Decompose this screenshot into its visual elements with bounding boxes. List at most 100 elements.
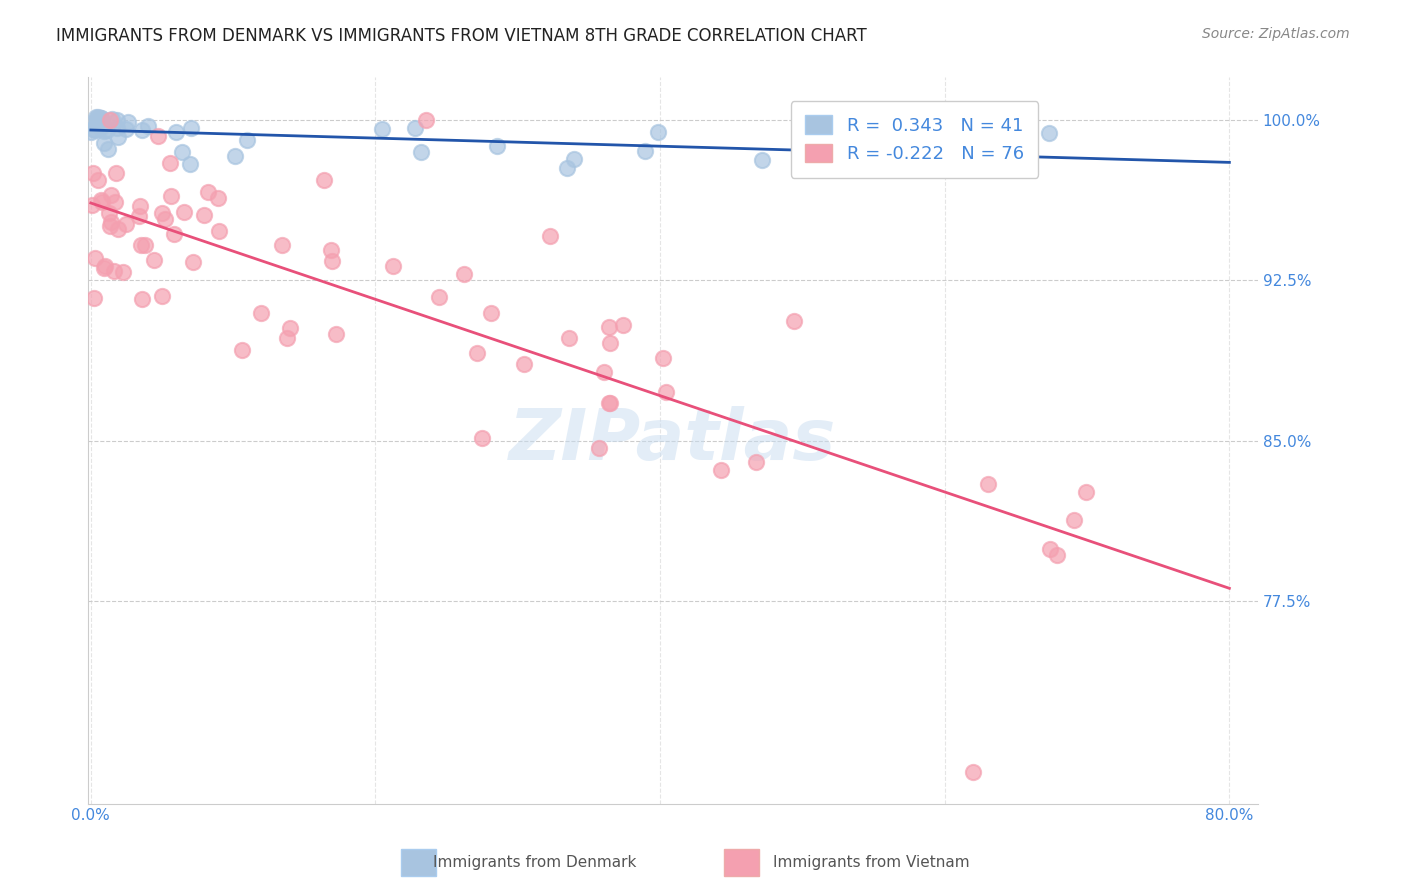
Point: [370, 122, 392, 136]
Point: [143, 252, 166, 267]
Point: [231, 343, 253, 357]
Point: [146, 128, 169, 143]
Point: [105, 120, 128, 135]
Point: [98, 219, 121, 234]
Point: [134, 238, 156, 252]
Point: [105, 166, 128, 180]
Point: [131, 123, 153, 137]
Point: [105, 113, 128, 128]
Point: [117, 115, 139, 129]
Point: [107, 130, 129, 145]
Point: [86, 173, 108, 187]
FancyBboxPatch shape: [724, 849, 759, 876]
Point: [654, 384, 676, 399]
Point: [207, 191, 229, 205]
Point: [94, 259, 117, 273]
Point: [128, 198, 150, 212]
Point: [479, 306, 502, 320]
Point: [97, 142, 120, 156]
Point: [647, 125, 669, 139]
Text: Source: ZipAtlas.com: Source: ZipAtlas.com: [1202, 27, 1350, 41]
Point: [1039, 542, 1062, 557]
Point: [136, 119, 159, 133]
Point: [90, 111, 112, 125]
Point: [98, 113, 121, 128]
Point: [224, 149, 246, 163]
Point: [962, 764, 984, 779]
Point: [93, 124, 115, 138]
Text: ZIPatlas: ZIPatlas: [509, 406, 837, 475]
Point: [103, 264, 125, 278]
Point: [633, 145, 655, 159]
Point: [783, 313, 806, 327]
Point: [453, 267, 475, 281]
Point: [208, 224, 231, 238]
Point: [599, 336, 621, 351]
Point: [612, 318, 634, 333]
Point: [115, 122, 138, 136]
Point: [562, 152, 585, 166]
Point: [427, 290, 450, 304]
Point: [181, 255, 204, 269]
Point: [96, 122, 118, 136]
Point: [128, 210, 150, 224]
Point: [82, 166, 104, 180]
Point: [404, 121, 426, 136]
Point: [100, 188, 122, 202]
Point: [1074, 485, 1097, 500]
Point: [280, 321, 302, 335]
Point: [83, 291, 105, 305]
Point: [131, 292, 153, 306]
Point: [98, 205, 121, 219]
Point: [249, 306, 271, 320]
Point: [555, 161, 578, 176]
Point: [159, 156, 181, 170]
Point: [114, 217, 136, 231]
Point: [163, 227, 186, 241]
Point: [180, 121, 202, 136]
Point: [104, 194, 127, 209]
Point: [83, 251, 105, 265]
Point: [538, 228, 561, 243]
Point: [160, 188, 183, 202]
Point: [599, 396, 621, 410]
Point: [86, 110, 108, 124]
Point: [86, 115, 108, 129]
Point: [90, 120, 112, 135]
Point: [325, 326, 347, 341]
Point: [486, 139, 509, 153]
Point: [598, 396, 620, 410]
Point: [319, 244, 342, 258]
Point: [173, 204, 195, 219]
FancyBboxPatch shape: [401, 849, 436, 876]
Text: Immigrants from Vietnam: Immigrants from Vietnam: [773, 855, 970, 870]
Point: [321, 254, 343, 268]
Point: [150, 288, 173, 302]
Point: [652, 351, 675, 365]
Point: [80, 125, 103, 139]
Point: [193, 208, 215, 222]
Point: [745, 455, 768, 469]
Point: [84, 111, 107, 125]
Point: [91, 194, 114, 209]
Point: [90, 111, 112, 125]
Point: [107, 221, 129, 235]
Point: [179, 157, 201, 171]
Point: [271, 238, 294, 252]
Text: IMMIGRANTS FROM DENMARK VS IMMIGRANTS FROM VIETNAM 8TH GRADE CORRELATION CHART: IMMIGRANTS FROM DENMARK VS IMMIGRANTS FR…: [56, 27, 868, 45]
Point: [84, 117, 107, 131]
Text: Immigrants from Denmark: Immigrants from Denmark: [433, 855, 636, 870]
Point: [598, 319, 620, 334]
Point: [512, 357, 534, 371]
Point: [90, 194, 112, 208]
Point: [93, 136, 115, 151]
Point: [101, 112, 124, 127]
Point: [1063, 513, 1085, 527]
Point: [751, 153, 773, 167]
Point: [86, 112, 108, 127]
Point: [236, 133, 259, 147]
Point: [276, 331, 298, 345]
Point: [588, 441, 610, 455]
Point: [166, 125, 188, 139]
Point: [828, 151, 851, 165]
